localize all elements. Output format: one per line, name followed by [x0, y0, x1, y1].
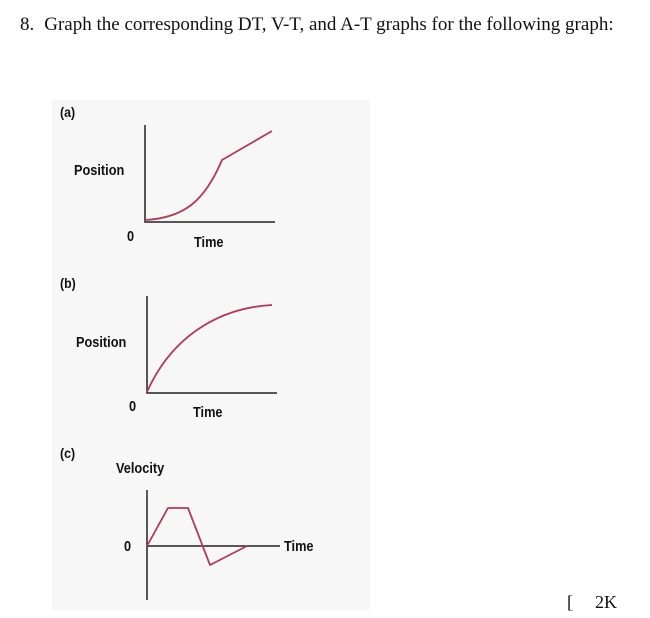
graph-b-curve: [146, 304, 273, 393]
graph-c-origin-label: 0: [124, 538, 132, 555]
marks-value: 2K: [595, 592, 617, 612]
graph-a-curve: [144, 130, 273, 221]
figure-background: [52, 100, 370, 610]
question-text: 8. Graph the corresponding DT, V-T, and A…: [20, 14, 614, 36]
graph-b-y-axis-label: Position: [76, 334, 127, 351]
graph-b-origin-label: 0: [129, 398, 137, 415]
graph-a-axes: [144, 125, 275, 223]
marks-bracket: [: [567, 592, 573, 612]
graph-b-x-axis-label: Time: [193, 404, 223, 421]
marks-indicator: [2K: [567, 592, 617, 613]
graph-a-label: (a): [60, 104, 76, 120]
graph-c-label: (c): [60, 445, 76, 461]
graph-c-y-axis-label: Velocity: [116, 460, 165, 477]
question-number: 8.: [20, 14, 35, 35]
graph-a-y-axis-label: Position: [74, 162, 125, 179]
graph-c-curve: [146, 507, 248, 566]
graph-b-label: (b): [60, 275, 76, 291]
graph-a-origin-label: 0: [127, 228, 135, 245]
graph-b-axes: [146, 296, 277, 394]
graph-c-x-axis-label: Time: [284, 538, 314, 555]
graph-a-x-axis-label: Time: [194, 234, 224, 251]
question-prompt: Graph the corresponding DT, V-T, and A-T…: [44, 14, 614, 35]
